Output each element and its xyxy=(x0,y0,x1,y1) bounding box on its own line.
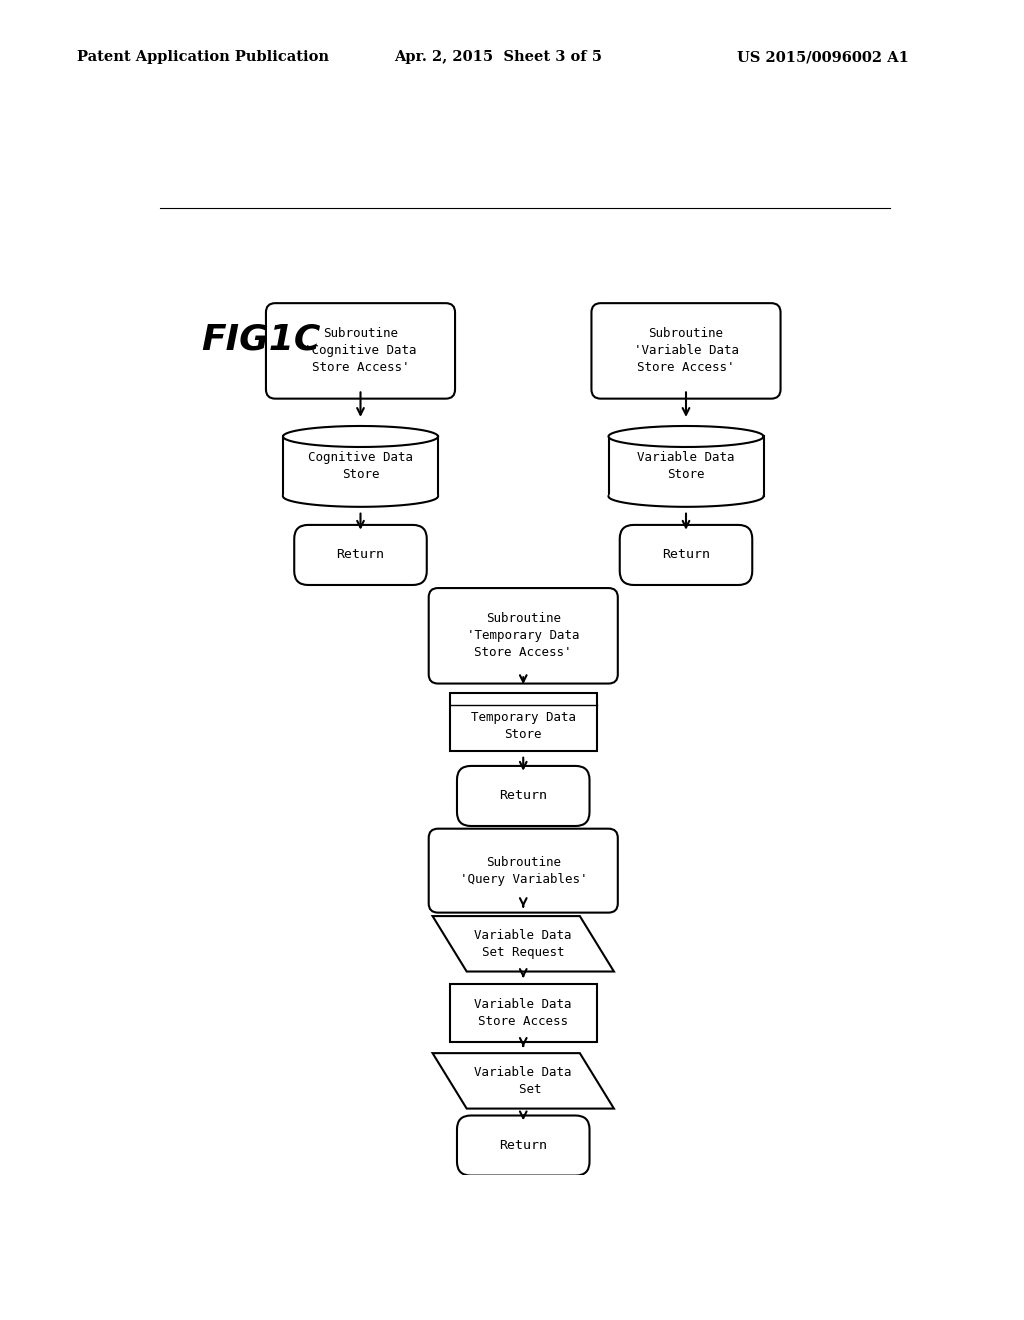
Text: US 2015/0096002 A1: US 2015/0096002 A1 xyxy=(737,50,909,65)
FancyBboxPatch shape xyxy=(620,525,753,585)
Bar xyxy=(608,437,764,496)
Polygon shape xyxy=(283,426,438,447)
Text: Subroutine
'Variable Data
Store Access': Subroutine 'Variable Data Store Access' xyxy=(634,327,738,375)
Text: Subroutine
'Temporary Data
Store Access': Subroutine 'Temporary Data Store Access' xyxy=(467,612,580,659)
Text: Subroutine
'Query Variables': Subroutine 'Query Variables' xyxy=(460,855,587,886)
Text: Subroutine
'Cognitive Data
Store Access': Subroutine 'Cognitive Data Store Access' xyxy=(304,327,417,375)
Bar xyxy=(450,985,597,1041)
Polygon shape xyxy=(283,486,438,507)
Text: FIG1C: FIG1C xyxy=(202,322,321,356)
Text: Variable Data
Store Access: Variable Data Store Access xyxy=(474,998,572,1028)
Text: Return: Return xyxy=(500,789,547,803)
FancyBboxPatch shape xyxy=(429,589,617,684)
FancyBboxPatch shape xyxy=(592,304,780,399)
FancyBboxPatch shape xyxy=(457,1115,590,1176)
FancyBboxPatch shape xyxy=(429,829,617,912)
Text: Cognitive Data
Store: Cognitive Data Store xyxy=(308,451,413,482)
Bar xyxy=(283,437,438,496)
FancyBboxPatch shape xyxy=(266,304,455,399)
Text: Patent Application Publication: Patent Application Publication xyxy=(77,50,329,65)
Polygon shape xyxy=(608,486,764,507)
Text: Return: Return xyxy=(662,548,710,561)
Polygon shape xyxy=(432,916,614,972)
Text: Return: Return xyxy=(500,1139,547,1152)
Text: Return: Return xyxy=(337,548,384,561)
Text: Variable Data
Set Request: Variable Data Set Request xyxy=(474,929,572,958)
Text: Temporary Data
Store: Temporary Data Store xyxy=(471,710,575,741)
FancyBboxPatch shape xyxy=(294,525,427,585)
Text: Apr. 2, 2015  Sheet 3 of 5: Apr. 2, 2015 Sheet 3 of 5 xyxy=(394,50,602,65)
Bar xyxy=(450,693,597,751)
Polygon shape xyxy=(608,426,764,447)
Text: Variable Data
  Set: Variable Data Set xyxy=(474,1065,572,1096)
Polygon shape xyxy=(432,1053,614,1109)
FancyBboxPatch shape xyxy=(457,766,590,826)
Text: Variable Data
Store: Variable Data Store xyxy=(637,451,735,482)
